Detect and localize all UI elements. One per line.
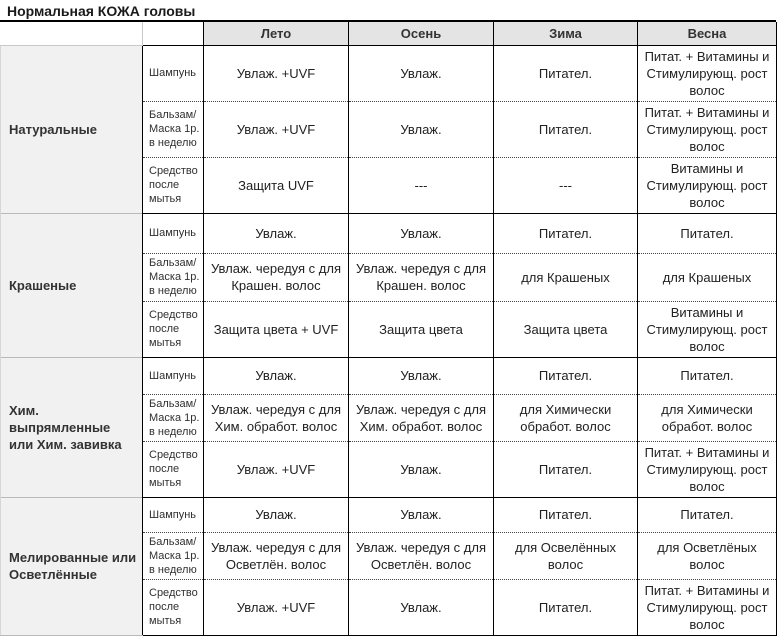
- row-label: Бальзам/ Маска 1р. в неделю: [142, 100, 204, 157]
- table-row: Бальзам/ Маска 1р. в неделю Увлаж. +UVF …: [1, 100, 777, 157]
- data-cell: Витамины и Стимулирующ. рост волос: [637, 156, 777, 213]
- row-label: Шампунь: [142, 356, 204, 394]
- column-header-spring: Весна: [637, 22, 777, 46]
- column-header-summer: Лето: [203, 22, 349, 46]
- data-cell: Увлаж. чередуя с для Осветлён. волос: [203, 531, 349, 579]
- table-row: Крашеные Шампунь Увлаж. Увлаж. Питател. …: [0, 212, 777, 357]
- table-row: Средство после мытья Защита цвета + UVF …: [1, 300, 777, 357]
- column-header-autumn: Осень: [348, 22, 494, 46]
- data-cell: Увлаж.: [348, 440, 494, 497]
- table-row: Средство после мытья Защита UVF --- --- …: [1, 156, 777, 213]
- group-label-highlighted: Мелированные или Осветлённые: [0, 496, 143, 636]
- data-cell: Увлаж.: [203, 212, 349, 253]
- data-cell: Увлаж.: [203, 356, 349, 394]
- hair-care-table: Лето Осень Зима Весна Натуральные Шампун…: [0, 22, 777, 636]
- data-cell: ---: [348, 156, 494, 213]
- table-row: Натуральные Шампунь Увлаж. +UVF Увлаж. П…: [0, 45, 777, 213]
- data-cell: Увлаж.: [348, 356, 494, 394]
- data-cell: Увлаж. чередуя с для Крашен. волос: [203, 252, 349, 301]
- row-label: Шампунь: [142, 496, 204, 532]
- data-cell: Увлаж. чередуя с для Хим. обработ. волос: [203, 393, 349, 441]
- table-row: Средство после мытья Увлаж. +UVF Увлаж. …: [1, 440, 777, 497]
- data-cell: Защита UVF: [203, 156, 349, 213]
- row-label: Шампунь: [142, 212, 204, 253]
- row-label: Бальзам/ Маска 1р. в неделю: [142, 531, 204, 579]
- data-cell: Питат. + Витамины и Стимулирующ. рост во…: [637, 578, 777, 636]
- data-cell: Питат. + Витамины и Стимулирующ. рост во…: [637, 440, 777, 497]
- column-header-winter: Зима: [493, 22, 638, 46]
- data-cell: Питател.: [493, 356, 638, 394]
- group-label-chem-treated: Хим. выпрямленные или Хим. завивка: [0, 356, 143, 497]
- row-label: Шампунь: [142, 45, 204, 101]
- header-blank-sub: [142, 22, 204, 46]
- data-cell: Увлаж. +UVF: [203, 45, 349, 101]
- data-cell: Витамины и Стимулирующ. рост волос: [637, 300, 777, 357]
- data-cell: Увлаж. чередуя с для Крашен. волос: [348, 252, 494, 301]
- data-cell: Питател.: [493, 578, 638, 636]
- group-label-natural: Натуральные: [0, 45, 143, 213]
- row-label: Средство после мытья: [142, 300, 204, 357]
- table-row: Бальзам/ Маска 1р. в неделю Увлаж. черед…: [1, 252, 777, 301]
- data-cell: Увлаж.: [348, 212, 494, 253]
- data-cell: для Химически обработ. волос: [493, 393, 638, 441]
- data-cell: Увлаж. +UVF: [203, 578, 349, 636]
- data-cell: Увлаж. +UVF: [203, 100, 349, 157]
- data-cell: для Крашеных: [493, 252, 638, 301]
- data-cell: Увлаж. +UVF: [203, 440, 349, 497]
- data-cell: Питател.: [493, 45, 638, 101]
- data-cell: Увлаж. чередуя с для Осветлён. волос: [348, 531, 494, 579]
- header-blank-group: [0, 22, 143, 46]
- data-cell: Увлаж.: [348, 100, 494, 157]
- data-cell: для Осветлёных волос: [637, 531, 777, 579]
- row-label: Бальзам/ Маска 1р. в неделю: [142, 393, 204, 441]
- data-cell: Питател.: [493, 100, 638, 157]
- row-label: Бальзам/ Маска 1р. в неделю: [142, 252, 204, 301]
- table-row: Хим. выпрямленные или Хим. завивка Шампу…: [0, 356, 777, 497]
- data-cell: Увлаж.: [203, 496, 349, 532]
- data-cell: Питател.: [493, 496, 638, 532]
- table-row: Бальзам/ Маска 1р. в неделю Увлаж. черед…: [1, 531, 777, 579]
- table-row: Бальзам/ Маска 1р. в неделю Увлаж. черед…: [1, 393, 777, 441]
- data-cell: для Химически обработ. волос: [637, 393, 777, 441]
- data-cell: Питател.: [493, 212, 638, 253]
- page-title: Нормальная КОЖА головы: [0, 0, 776, 22]
- table-row: Мелированные или Осветлённые Шампунь Увл…: [0, 496, 777, 636]
- data-cell: ---: [493, 156, 638, 213]
- data-cell: Увлаж.: [348, 578, 494, 636]
- data-cell: Увлаж. чередуя с для Хим. обработ. волос: [348, 393, 494, 441]
- row-label: Средство после мытья: [142, 578, 204, 636]
- data-cell: для Освелённых волос: [493, 531, 638, 579]
- data-cell: для Крашеных: [637, 252, 777, 301]
- data-cell: Увлаж.: [348, 45, 494, 101]
- data-cell: Увлаж.: [348, 496, 494, 532]
- data-cell: Питат. + Витамины и Стимулирующ. рост во…: [637, 100, 777, 157]
- header-row: Лето Осень Зима Весна: [0, 22, 777, 46]
- row-label: Средство после мытья: [142, 440, 204, 497]
- data-cell: Питател.: [493, 440, 638, 497]
- data-cell: Питател.: [637, 496, 777, 532]
- row-label: Средство после мытья: [142, 156, 204, 213]
- data-cell: Питат. + Витамины и Стимулирующ. рост во…: [637, 45, 777, 101]
- data-cell: Защита цвета + UVF: [203, 300, 349, 357]
- data-cell: Защита цвета: [348, 300, 494, 357]
- data-cell: Защита цвета: [493, 300, 638, 357]
- data-cell: Питател.: [637, 356, 777, 394]
- group-label-dyed: Крашеные: [0, 212, 143, 357]
- data-cell: Питател.: [637, 212, 777, 253]
